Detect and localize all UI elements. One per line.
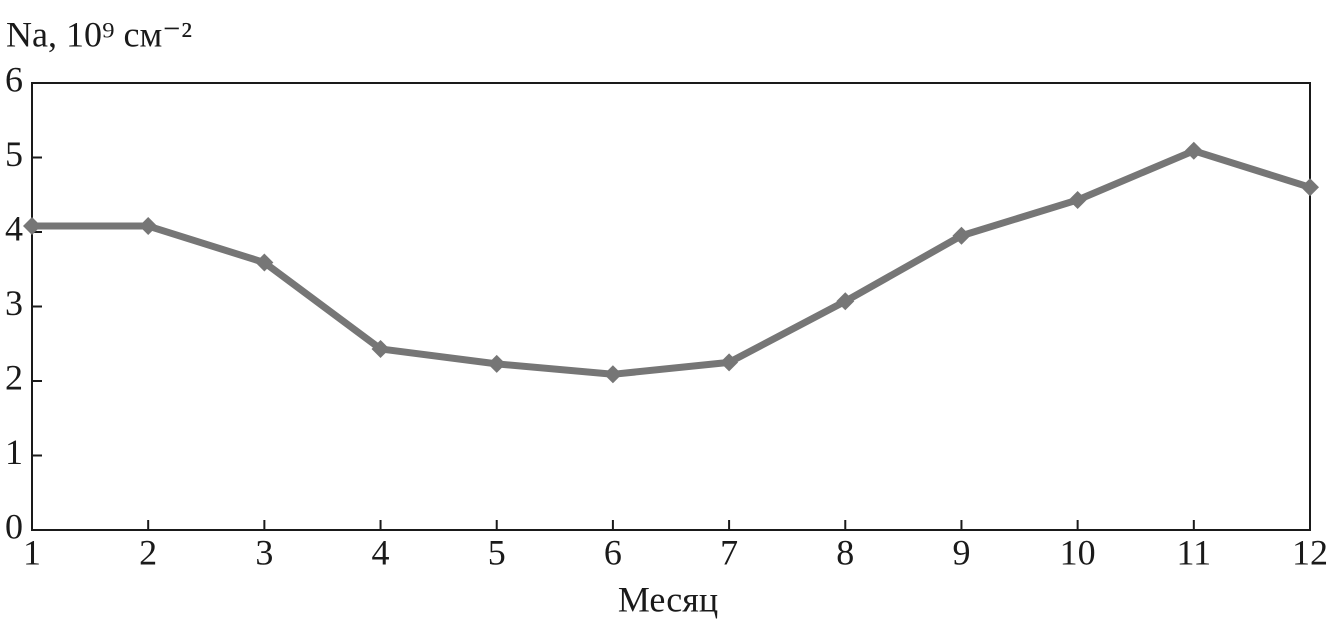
x-tick-label: 7 (720, 532, 738, 572)
data-point (1301, 178, 1319, 197)
data-point (952, 226, 971, 245)
x-tick-label: 9 (952, 532, 970, 572)
data-point (371, 339, 390, 358)
data-point (1068, 190, 1087, 209)
y-tick-label: 5 (5, 134, 23, 174)
x-tick-label: 10 (1060, 532, 1096, 572)
data-point (603, 365, 622, 384)
data-point (23, 217, 41, 236)
y-axis-label: Na, 10⁹ см⁻² (6, 14, 192, 54)
y-tick-label: 6 (5, 59, 23, 99)
x-tick-label: 4 (372, 532, 390, 572)
data-point (255, 253, 274, 272)
x-tick-label: 8 (836, 532, 854, 572)
x-tick-label: 3 (255, 532, 273, 572)
x-tick-label: 12 (1292, 532, 1328, 572)
y-tick-label: 1 (5, 432, 23, 472)
x-tick-label: 6 (604, 532, 622, 572)
x-tick-label: 5 (488, 532, 506, 572)
y-tick-label: 2 (5, 357, 23, 397)
y-tick-label: 4 (5, 208, 23, 248)
x-tick-label: 11 (1176, 532, 1211, 572)
y-tick-label: 0 (5, 506, 23, 546)
y-tick-label: 3 (5, 283, 23, 323)
x-axis-label: Месяц (618, 579, 718, 619)
plot-frame (31, 82, 1311, 531)
data-point (487, 354, 506, 373)
data-point (836, 292, 855, 311)
data-point (720, 353, 739, 372)
x-tick-label: 1 (23, 532, 41, 572)
data-line (32, 147, 1312, 378)
x-tick-label: 2 (139, 532, 157, 572)
data-point (139, 217, 158, 236)
data-point (1184, 141, 1203, 160)
